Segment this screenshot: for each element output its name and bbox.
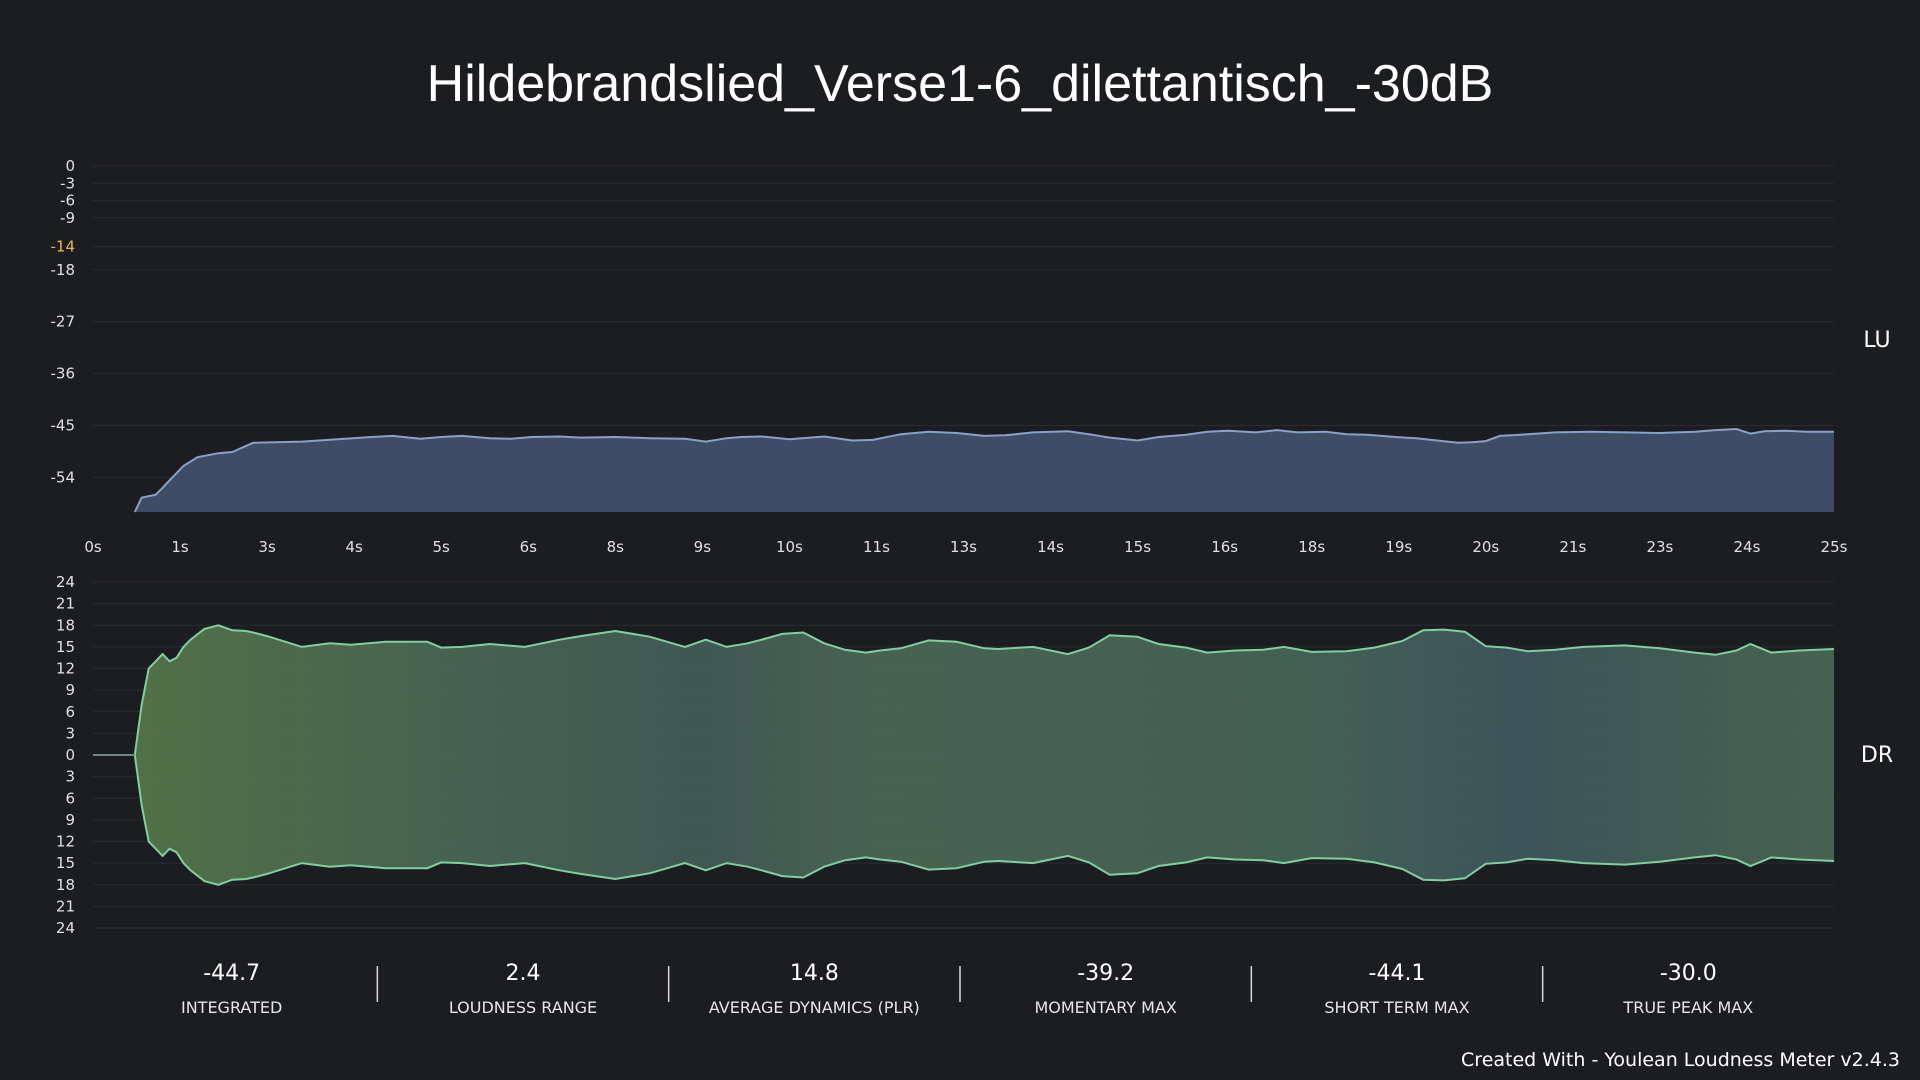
stat-label: TRUE PEAK MAX <box>1622 998 1753 1017</box>
dynamics-y-tick: 21 <box>56 595 75 613</box>
loudness-axis-tag: LU <box>1863 328 1890 353</box>
dynamics-y-tick: 3 <box>65 724 75 742</box>
dynamics-y-axis: 24 21 18 15 12 9 6 3 0 3 6 9 12 15 18 21 24 <box>56 573 75 937</box>
dynamics-area <box>93 625 1834 885</box>
stat-value: -30.0 <box>1660 961 1717 986</box>
stat-value: -44.1 <box>1369 961 1426 986</box>
time-x-tick: 4s <box>345 538 363 556</box>
dynamics-y-tick: 15 <box>56 854 75 872</box>
stat-label: LOUDNESS RANGE <box>449 998 597 1017</box>
time-x-tick: 20s <box>1472 538 1499 556</box>
time-x-tick: 10s <box>776 538 803 556</box>
loudness-line <box>133 427 1834 513</box>
stat-label: AVERAGE DYNAMICS (PLR) <box>709 998 920 1017</box>
time-x-tick: 23s <box>1646 538 1673 556</box>
dynamics-lower-line <box>93 754 1835 886</box>
dynamics-y-tick: 9 <box>65 681 75 699</box>
time-x-tick: 25s <box>1821 538 1848 556</box>
stat-label: INTEGRATED <box>181 998 282 1017</box>
dynamics-y-tick: 24 <box>56 919 75 937</box>
time-x-tick: 13s <box>950 538 977 556</box>
dynamics-y-tick: 0 <box>65 746 75 764</box>
loudness-y-tick: -27 <box>51 313 76 331</box>
time-x-tick: 24s <box>1733 538 1760 556</box>
dynamics-y-tick: 12 <box>56 833 75 851</box>
stat-value: 14.8 <box>790 961 839 986</box>
loudness-y-tick: -45 <box>51 417 76 435</box>
loudness-y-tick: -18 <box>51 261 76 279</box>
dynamics-y-tick: 12 <box>56 660 75 678</box>
time-x-tick: 6s <box>520 538 538 556</box>
time-x-tick: 15s <box>1124 538 1151 556</box>
time-x-tick: 11s <box>863 538 890 556</box>
dynamics-y-tick: 3 <box>65 768 75 786</box>
dynamics-axis-tag: DR <box>1861 743 1893 768</box>
time-x-tick: 21s <box>1559 538 1586 556</box>
dynamics-upper-line <box>93 624 1835 756</box>
dynamics-y-tick: 6 <box>65 703 75 721</box>
dynamics-y-tick: 21 <box>56 897 75 915</box>
time-x-tick: 14s <box>1037 538 1064 556</box>
time-x-tick: 3s <box>258 538 276 556</box>
time-x-tick: 9s <box>694 538 712 556</box>
time-x-tick: 0s <box>84 538 102 556</box>
time-x-tick: 8s <box>607 538 625 556</box>
loudness-grid <box>93 165 1834 478</box>
time-x-tick: 18s <box>1298 538 1325 556</box>
dynamics-y-tick: 6 <box>65 789 75 807</box>
stat-value: -44.7 <box>203 961 260 986</box>
dynamics-y-tick: 18 <box>56 616 75 634</box>
loudness-y-axis: 0-3-6-9 -14 -18 -27 -36 -45 -54 <box>51 157 76 486</box>
dynamics-y-tick: 9 <box>65 811 75 829</box>
dynamics-y-tick: 18 <box>56 876 75 894</box>
loudness-area <box>134 429 1834 512</box>
time-x-axis: 0s 1s 3s 4s 5s 6s 8s 9s 10s 11s 13s 14s 15s 16s 18s 19s… <box>84 538 1847 556</box>
loudness-y-tick: -14 <box>51 238 76 256</box>
time-x-tick: 19s <box>1385 538 1412 556</box>
stat-label: MOMENTARY MAX <box>1034 998 1176 1017</box>
time-x-tick: 5s <box>433 538 451 556</box>
dynamics-y-tick: 24 <box>56 573 75 591</box>
loudness-y-tick: -9 <box>60 209 75 227</box>
stat-value: -39.2 <box>1077 961 1134 986</box>
chart-title: Hildebrandslied_Verse1-6_dilettantisch_-… <box>427 55 1494 113</box>
dynamics-y-tick: 15 <box>56 638 75 656</box>
loudness-y-tick: 0 <box>65 157 75 175</box>
stat-value: 2.4 <box>506 961 541 986</box>
stats-bar: -44.7 INTEGRATED 2.4 LOUDNESS RANGE 14.8 AVER… <box>181 961 1753 1017</box>
footer-credit: Created With - Youlean Loudness Meter v2… <box>1461 1049 1900 1071</box>
loudness-y-tick: -54 <box>51 468 76 486</box>
time-x-tick: 16s <box>1211 538 1238 556</box>
loudness-y-tick: -3 <box>60 174 75 192</box>
stat-label: SHORT TERM MAX <box>1324 998 1469 1017</box>
loudness-y-tick: -36 <box>51 365 76 383</box>
time-x-tick: 1s <box>171 538 189 556</box>
loudness-y-tick: -6 <box>60 192 75 210</box>
